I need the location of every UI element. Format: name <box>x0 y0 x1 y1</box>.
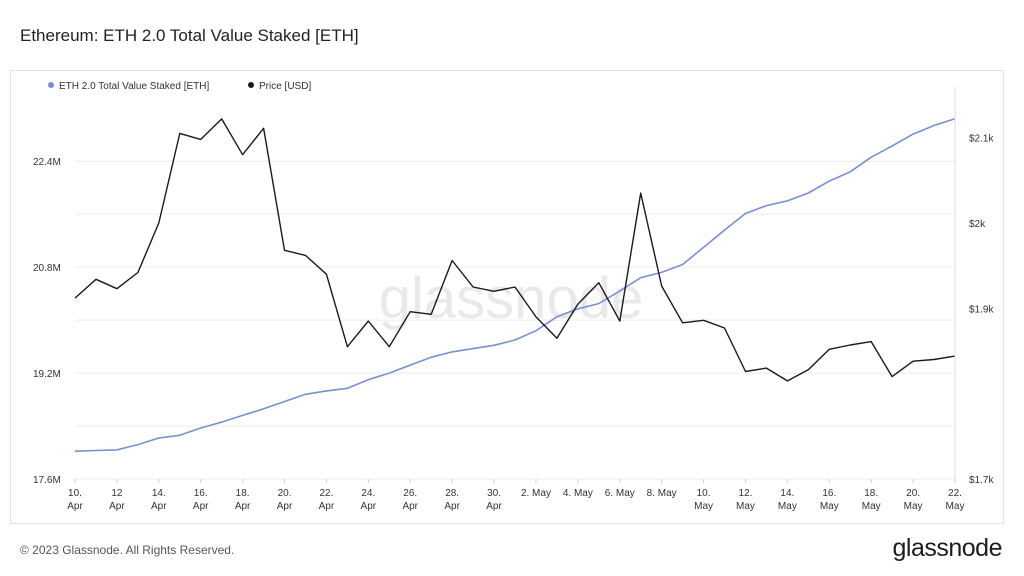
y-right-tick-label: $2.1k <box>969 134 994 145</box>
x-tick-label-month: Apr <box>444 501 460 512</box>
series-line-staked <box>74 118 956 452</box>
watermark: glassnode <box>379 266 643 331</box>
x-tick-label: 2. May <box>521 488 551 499</box>
y-left-tick-label: 17.6M <box>33 475 61 486</box>
x-tick-label-month: May <box>946 501 965 512</box>
x-tick-label: 30. <box>487 488 501 499</box>
x-tick-label-month: Apr <box>319 501 335 512</box>
series-layer <box>74 118 956 452</box>
x-tick-label-month: May <box>694 501 713 512</box>
chart-svg: ETH 2.0 Total Value Staked [ETH] Price [… <box>33 81 994 512</box>
x-tick-label: 10. <box>697 488 711 499</box>
x-tick-label-month: Apr <box>67 501 83 512</box>
legend-label-price: Price [USD] <box>259 81 311 92</box>
x-tick-label: 18. <box>236 488 250 499</box>
x-tick-label: 28. <box>445 488 459 499</box>
x-tick-label: 20. <box>278 488 292 499</box>
y-right-tick-label: $2k <box>969 219 986 230</box>
x-tick-label-month: May <box>862 501 881 512</box>
x-tick-label: 14. <box>152 488 166 499</box>
x-tick-label: 20. <box>906 488 920 499</box>
x-tick-label: 12 <box>111 488 123 499</box>
x-tick-label: 10. <box>68 488 82 499</box>
x-tick-label: 22. <box>319 488 333 499</box>
x-tick-label-month: Apr <box>277 501 293 512</box>
x-tick-label-month: Apr <box>151 501 167 512</box>
x-tick-label-month: May <box>820 501 839 512</box>
x-tick-label: 26. <box>403 488 417 499</box>
x-tick-label-month: Apr <box>235 501 251 512</box>
legend-label-staked: ETH 2.0 Total Value Staked [ETH] <box>59 81 209 92</box>
x-tick-label: 16. <box>822 488 836 499</box>
grid <box>75 160 955 480</box>
y-left-tick-label: 22.4M <box>33 157 61 168</box>
axes: 17.6M 19.2M 20.8M 22.4M $1.7k $1.9k $2k $2.1k 10… <box>33 87 994 512</box>
y-right-tick-label: $1.7k <box>969 475 994 486</box>
y-left-tick-label: 20.8M <box>33 263 61 274</box>
legend-marker-price <box>248 82 254 88</box>
x-tick-label: 14. <box>780 488 794 499</box>
x-tick-label: 16. <box>194 488 208 499</box>
y-right-tick-label: $1.9k <box>969 304 994 315</box>
x-tick-label: 6. May <box>605 488 635 499</box>
x-tick-label: 12. <box>739 488 753 499</box>
chart-title: Ethereum: ETH 2.0 Total Value Staked [ET… <box>20 26 359 45</box>
x-tick-label-month: Apr <box>402 501 418 512</box>
x-tick-label-month: Apr <box>109 501 125 512</box>
chart-panel: ETH 2.0 Total Value Staked [ETH] Price [… <box>10 70 1004 524</box>
x-tick-label-month: Apr <box>361 501 377 512</box>
x-tick-label-month: Apr <box>193 501 209 512</box>
legend-marker-staked <box>48 82 54 88</box>
x-tick-label: 8. May <box>647 488 677 499</box>
x-tick-label-month: Apr <box>486 501 502 512</box>
legend: ETH 2.0 Total Value Staked [ETH] Price [… <box>48 81 311 92</box>
x-tick-label-month: May <box>904 501 923 512</box>
series-line-price <box>74 118 956 382</box>
x-tick-label: 22. <box>948 488 962 499</box>
x-tick-label: 4. May <box>563 488 593 499</box>
x-tick-label-month: May <box>778 501 797 512</box>
copyright-footer: © 2023 Glassnode. All Rights Reserved. <box>20 543 235 557</box>
glassnode-logo: glassnode <box>892 534 1003 562</box>
y-left-tick-label: 19.2M <box>33 369 61 380</box>
x-tick-label: 24. <box>361 488 375 499</box>
x-tick-label: 18. <box>864 488 878 499</box>
x-tick-label-month: May <box>736 501 755 512</box>
